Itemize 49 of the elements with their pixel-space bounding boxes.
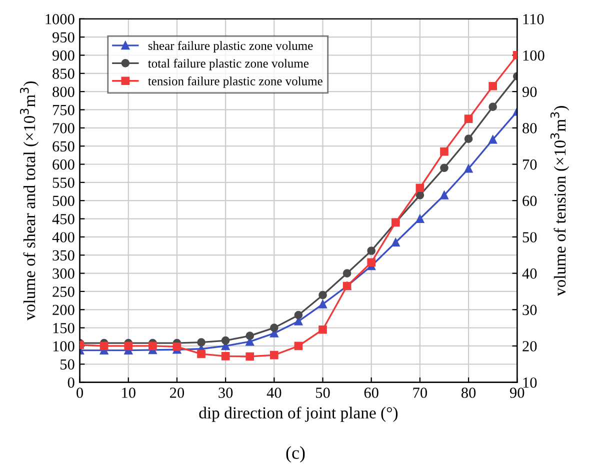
- y-tick-label: 700: [53, 123, 74, 134]
- y-tick-label: 900: [52, 50, 74, 61]
- y2-tick-label: 90: [522, 86, 537, 98]
- x-tick-label: 0: [76, 388, 84, 398]
- y2-tick-label: 10: [523, 377, 537, 388]
- y-tick-label: 300: [52, 268, 74, 279]
- x-tick-label: 60: [364, 388, 378, 398]
- y-tick-label: 100: [53, 341, 74, 352]
- y2-tick-label: 110: [523, 14, 544, 24]
- y2-tick-label: 60: [522, 196, 537, 206]
- x-tick-label: 50: [316, 388, 330, 398]
- y2-tick-label: 40: [522, 268, 537, 279]
- x-tick-label: 90: [510, 388, 524, 398]
- legend-label: tension failure plastic zone volume: [148, 76, 322, 88]
- y-tick-label: 1000: [46, 14, 74, 24]
- y2-tick-label: 20: [522, 341, 537, 352]
- y2-tick-label: 70: [522, 159, 537, 170]
- y2-tick-label: 30: [522, 304, 537, 316]
- y-tick-label: 600: [52, 159, 74, 170]
- y-tick-label: 200: [52, 304, 74, 316]
- x-tick-label: 30: [218, 388, 233, 398]
- y-tick-label: 650: [52, 141, 74, 152]
- y2-tick-label: 80: [522, 123, 537, 134]
- y-axis-title: volume of shear and total (×10$^{3}$m$^{3}$): [20, 81, 39, 321]
- y-tick-label: 250: [52, 286, 74, 297]
- y-tick-label: 450: [52, 214, 74, 224]
- x-tick-label: 80: [461, 388, 476, 398]
- y-tick-label: 50: [60, 359, 74, 370]
- x-tick-label: 40: [266, 388, 282, 398]
- y2-axis-title: volume of tension (×10$^{3}$m$^{3}$): [550, 106, 570, 296]
- y-tick-label: 800: [52, 86, 74, 98]
- y-tick-label: 500: [52, 196, 74, 206]
- legend-label: total failure plastic zone volume: [148, 58, 309, 70]
- x-tick-label: 20: [170, 388, 184, 398]
- y-tick-label: 550: [52, 178, 74, 188]
- x-tick-label: 70: [413, 388, 427, 398]
- text: (c): [286, 446, 305, 463]
- y-tick-label: 400: [52, 232, 74, 242]
- y2-tick-label: 50: [522, 232, 537, 242]
- y2-tick-label: 100: [523, 50, 544, 61]
- x-axis-title: dip direction of joint plane (°): [199, 406, 398, 422]
- y-tick-label: 750: [53, 104, 74, 116]
- y-tick-label: 150: [53, 322, 74, 334]
- y-tick-label: 950: [52, 32, 74, 43]
- legend-label: shear failure plastic zone volume: [148, 41, 313, 52]
- x-tick-label: 10: [122, 388, 136, 398]
- y-tick-label: 0: [68, 377, 74, 388]
- y-tick-label: 850: [52, 68, 74, 79]
- y-tick-label: 350: [52, 250, 74, 261]
